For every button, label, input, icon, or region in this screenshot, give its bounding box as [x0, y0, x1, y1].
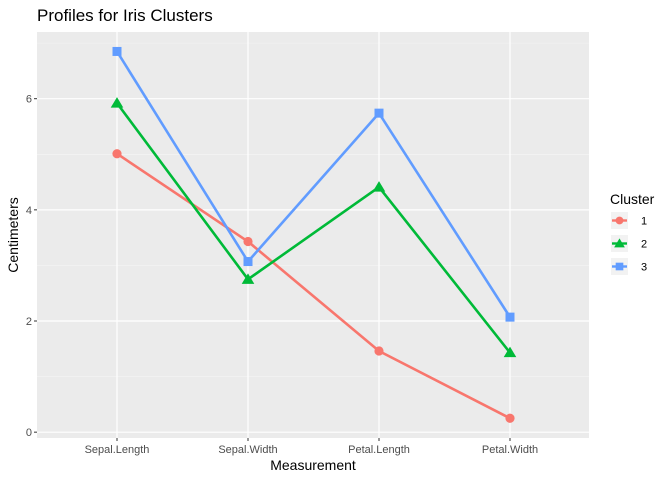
legend-label-cluster-3: 3 [641, 262, 647, 274]
series-line-cluster-2 [115, 102, 512, 354]
data-point-cluster-1 [243, 236, 253, 247]
data-point-cluster-1 [374, 346, 384, 356]
x-axis-title: Measurement [270, 457, 356, 473]
minor-gridlines [37, 42, 589, 377]
data-point-cluster-2 [241, 273, 255, 284]
legend-label-cluster-2: 2 [641, 239, 647, 251]
legend-key-marker [615, 262, 624, 271]
data-point-cluster-3 [243, 257, 253, 267]
series-line-cluster-3 [115, 50, 512, 318]
data-point-cluster-2 [110, 97, 124, 108]
data-point-cluster-2 [372, 181, 386, 192]
x-tick-label: Petal.Width [482, 444, 538, 456]
data-point-cluster-2 [503, 346, 517, 358]
x-axis: Sepal.Length Sepal.Width Petal.Length Petal… [85, 438, 538, 456]
x-tick-label: Sepal.Length [85, 444, 150, 456]
y-tick-label: 0 [26, 427, 32, 439]
data-point-cluster-3 [505, 312, 515, 322]
data-point-cluster-3 [374, 108, 384, 118]
legend: Cluster 1 2 3 [610, 191, 655, 275]
series-line-cluster-1 [116, 152, 511, 420]
legend-label-cluster-1: 1 [641, 216, 647, 228]
legend-key-marker [615, 216, 624, 225]
y-axis-title: Centimeters [5, 197, 21, 272]
y-axis: 0 2 4 6 [26, 94, 37, 439]
y-tick-label: 2 [26, 316, 32, 328]
data-point-cluster-1 [505, 413, 515, 423]
x-tick-label: Sepal.Width [218, 444, 277, 456]
data-point-cluster-1 [112, 149, 122, 159]
data-point-cluster-3 [112, 46, 122, 56]
series-layer [110, 46, 517, 423]
chart-title: Profiles for Iris Clusters [37, 6, 213, 25]
legend-key-marker [614, 238, 625, 248]
y-tick-label: 4 [26, 205, 32, 217]
legend-title: Cluster [610, 191, 655, 207]
x-tick-label: Petal.Length [348, 444, 410, 456]
y-tick-label: 6 [26, 94, 32, 106]
